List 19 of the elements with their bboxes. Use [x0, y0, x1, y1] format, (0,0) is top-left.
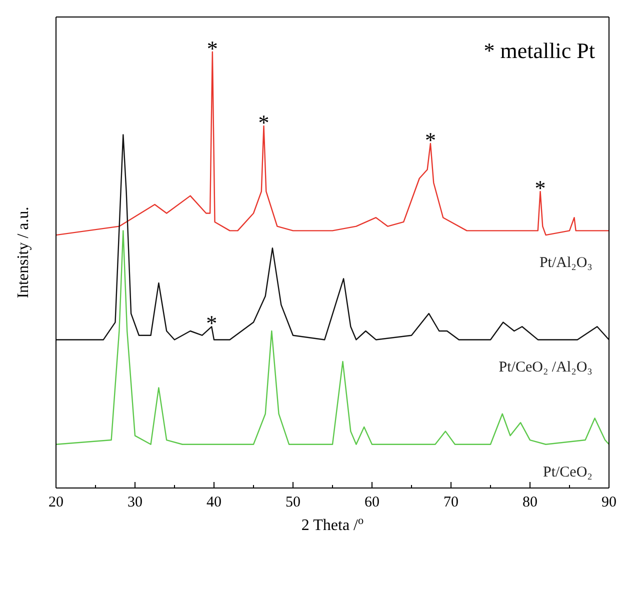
- x-axis-title: 2 Theta /$^{o}$: [301, 515, 364, 534]
- annotation: *: [206, 36, 218, 61]
- x-tick-label: 60: [364, 494, 380, 511]
- y-axis-title: Intensity / a.u.: [15, 206, 32, 298]
- x-tick-label: 40: [206, 494, 222, 511]
- annotation: *: [258, 110, 270, 136]
- annotation: *: [424, 127, 436, 152]
- series-label: Pt/CeO₂ /Al₂O₃: [498, 360, 592, 376]
- x-tick-label: 70: [444, 494, 458, 511]
- annotation: *: [534, 175, 546, 200]
- x-tick-label: 20: [48, 494, 64, 511]
- series-label: Pt/CeO₂: [543, 464, 592, 480]
- x-tick-label: 80: [522, 494, 538, 511]
- x-tick-label: 90: [602, 494, 616, 511]
- x-tick-label: 30: [128, 494, 142, 511]
- series-label: Pt/Al₂O₃: [539, 255, 592, 272]
- annotation: * metallic Pt: [484, 38, 595, 63]
- annotation: *: [206, 310, 218, 336]
- x-tick-label: 50: [286, 494, 300, 511]
